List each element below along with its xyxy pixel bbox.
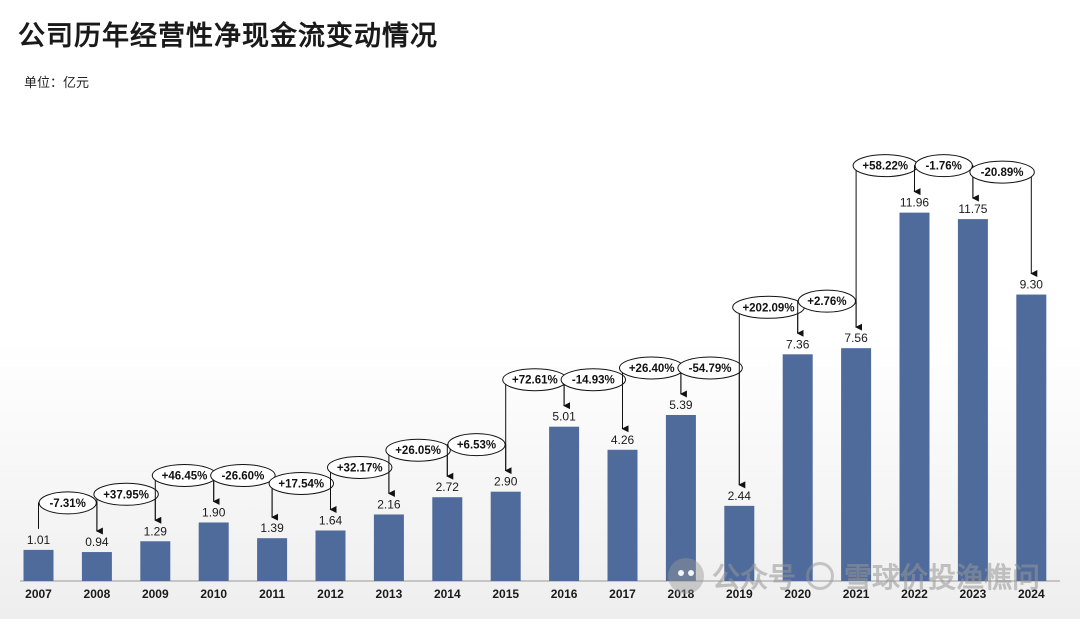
tick-label-2023: 2023 [960,587,987,601]
change-bubble-14 [797,289,857,313]
tick-label-2024: 2024 [1018,587,1045,601]
tick-label-2018: 2018 [668,587,695,601]
tick-label-2021: 2021 [843,587,870,601]
change-label-17: -20.89% [981,167,1024,179]
value-label-2018: 5.39 [669,398,693,412]
value-label-2020: 7.36 [786,337,810,351]
change-bubble-10 [560,368,626,392]
bar-2015 [490,491,521,581]
value-label-2021: 7.56 [844,331,868,345]
bar-2024 [1016,294,1047,581]
tick-label-2019: 2019 [726,587,753,601]
bar-2007 [23,549,54,581]
tick-label-2013: 2013 [376,587,403,601]
bar-2018 [665,414,696,581]
change-label-15: +58.22% [862,161,908,173]
value-label-2016: 5.01 [552,410,576,424]
change-label-2: +37.95% [103,489,149,501]
bar-2023 [957,219,988,581]
change-bubble-16 [914,154,973,178]
tick-label-2016: 2016 [551,587,578,601]
tick-label-2017: 2017 [609,587,636,601]
bar-2022 [899,212,930,581]
change-label-9: +72.61% [512,375,558,387]
change-label-5: +17.54% [278,478,324,490]
change-bubble-1 [38,491,97,515]
tick-label-2008: 2008 [84,587,111,601]
change-bubble-7 [385,438,451,462]
change-bubble-8 [447,433,506,457]
value-label-2010: 1.90 [202,505,226,519]
tick-label-2009: 2009 [142,587,169,601]
change-label-13: +202.09% [742,302,794,314]
tick-label-2014: 2014 [434,587,461,601]
chart-title: 公司历年经营性净现金流变动情况 [18,21,438,52]
bar-2021 [841,348,872,581]
value-label-2012: 1.64 [319,513,343,527]
change-label-7: +26.05% [395,445,441,457]
change-label-11: +26.40% [629,363,675,375]
value-label-2019: 2.44 [728,489,752,503]
change-label-8: +6.53% [457,440,496,452]
change-label-14: +2.76% [807,296,846,308]
change-bubble-5 [268,471,334,495]
unit-label: 单位：亿元 [24,76,90,91]
change-label-12: -54.79% [689,363,732,375]
tick-label-2015: 2015 [492,587,519,601]
tick-label-2010: 2010 [200,587,227,601]
change-bubble-4 [210,463,276,487]
tick-label-2022: 2022 [901,587,928,601]
bar-2010 [198,522,229,581]
value-label-2007: 1.01 [27,533,51,547]
change-bubble-6 [327,455,393,479]
tick-label-2020: 2020 [784,587,811,601]
bar-2020 [782,354,813,581]
change-label-6: +32.17% [337,462,383,474]
value-label-2013: 2.16 [377,497,401,511]
value-label-2009: 1.29 [144,524,168,538]
bar-2017 [607,449,638,581]
change-label-16: -1.76% [925,161,961,173]
bar-2014 [432,497,463,581]
value-label-2024: 9.30 [1020,278,1044,292]
value-label-2014: 2.72 [436,480,460,494]
bar-2009 [140,541,171,581]
change-label-3: +46.45% [162,470,208,482]
value-label-2017: 4.26 [611,433,635,447]
change-bubble-12 [677,356,743,380]
bar-2019 [724,505,755,581]
tick-label-2011: 2011 [259,587,285,601]
tick-label-2012: 2012 [317,587,344,601]
value-label-2008: 0.94 [85,535,109,549]
bar-2008 [81,552,112,581]
value-label-2023: 11.75 [958,202,987,216]
change-bubble-2 [93,482,159,506]
change-bubble-17 [969,160,1035,184]
value-label-2011: 1.39 [260,521,284,535]
value-label-2022: 11.96 [900,196,929,210]
change-label-10: -14.93% [572,375,615,387]
bar-2013 [373,514,404,581]
tick-label-2007: 2007 [25,587,52,601]
change-label-1: -7.31% [49,498,85,510]
value-label-2015: 2.90 [494,475,518,489]
bar-2016 [549,426,580,581]
change-label-4: -26.60% [221,470,264,482]
bar-2012 [315,530,346,581]
bar-2011 [257,538,288,581]
